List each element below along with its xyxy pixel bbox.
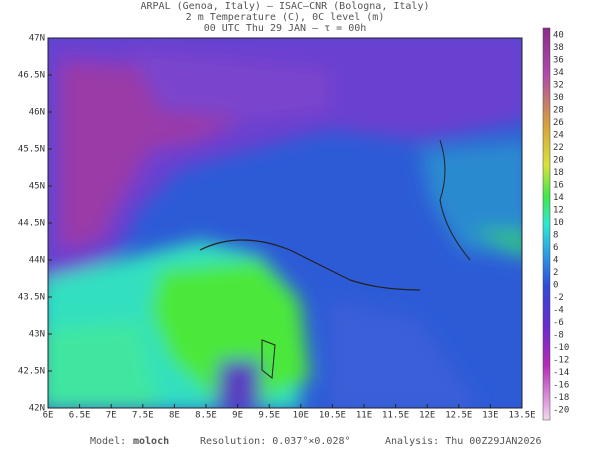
- lat-label: 43N: [29, 330, 45, 340]
- colorbar-label: -20: [553, 406, 569, 416]
- colorbar-label: 0: [553, 281, 558, 291]
- lat-label: 46.5N: [18, 71, 45, 81]
- colorbar-label: -16: [553, 381, 569, 391]
- model-name: moloch: [133, 436, 169, 447]
- colorbar-label: 40: [553, 31, 564, 41]
- colorbar: [542, 27, 551, 421]
- colorbar-label: 14: [553, 193, 564, 203]
- colorbar-label: 22: [553, 143, 564, 153]
- lon-label: 11.5E: [382, 411, 409, 421]
- lon-label: 9.5E: [258, 411, 280, 421]
- lon-label: 10.5E: [319, 411, 346, 421]
- colorbar-label: -10: [553, 343, 569, 353]
- lon-label: 9E: [232, 411, 243, 421]
- colorbar-label: -14: [553, 368, 569, 378]
- lon-label: 7.5E: [132, 411, 154, 421]
- colorbar-label: 12: [553, 206, 564, 216]
- lon-label: 8.5E: [195, 411, 217, 421]
- temperature-field: [48, 38, 522, 408]
- lat-label: 46N: [29, 108, 45, 118]
- colorbar-label: 38: [553, 43, 564, 53]
- colorbar-label: 34: [553, 68, 564, 78]
- colorbar-label: -12: [553, 356, 569, 366]
- colorbar-label: -6: [553, 318, 564, 328]
- resolution: Resolution: 0.037°×0.028°: [200, 436, 351, 447]
- lat-label: 44N: [29, 256, 45, 266]
- lon-label: 11E: [356, 411, 372, 421]
- lat-label: 47N: [29, 34, 45, 44]
- lat-label: 43.5N: [18, 293, 45, 303]
- model-label: Model:: [90, 436, 126, 447]
- footer: Model: moloch Resolution: 0.037°×0.028° Ana…: [90, 436, 542, 447]
- lat-label: 42N: [29, 404, 45, 414]
- lon-label: 13.5E: [508, 411, 535, 421]
- colorbar-label: 10: [553, 218, 564, 228]
- axis-labels: 47N 46.5N 46N 45.5N 45N 44.5N 44N 43.5N 43N 42.5N…: [18, 31, 569, 421]
- header-line: ARPAL (Genoa, Italy) – ISAC–CNR (Bologna…: [141, 1, 430, 12]
- colorbar-label: 24: [553, 131, 564, 141]
- header-line: 2 m Temperature (C), 0C level (m): [186, 12, 385, 23]
- lon-label: 8E: [169, 411, 180, 421]
- lat-label: 45.5N: [18, 145, 45, 155]
- header-line: 00 UTC Thu 29 JAN – τ = 00h: [204, 23, 367, 34]
- lon-label: 13E: [482, 411, 498, 421]
- colorbar-label: -8: [553, 331, 564, 341]
- lon-label: 7E: [106, 411, 117, 421]
- lon-label: 6.5E: [69, 411, 91, 421]
- colorbar-label: 20: [553, 156, 564, 166]
- colorbar-label: 4: [553, 256, 558, 266]
- lon-label: 6E: [43, 411, 54, 421]
- colorbar-label: 8: [553, 231, 558, 241]
- analysis: Analysis: Thu 00Z29JAN2026: [385, 436, 542, 447]
- colorbar-label: 30: [553, 93, 564, 103]
- colorbar-label: 6: [553, 243, 558, 253]
- colorbar-label: 16: [553, 181, 564, 191]
- colorbar-label: 2: [553, 268, 558, 278]
- lon-label: 12E: [419, 411, 435, 421]
- colorbar-label: 36: [553, 56, 564, 66]
- colorbar-label: 18: [553, 168, 564, 178]
- colorbar-label: -4: [553, 306, 564, 316]
- lon-label: 10E: [293, 411, 309, 421]
- colorbar-label: -18: [553, 393, 569, 403]
- colorbar-label: 32: [553, 81, 564, 91]
- colorbar-label: 26: [553, 118, 564, 128]
- colorbar-label: 28: [553, 106, 564, 116]
- colorbar-label: -2: [553, 293, 564, 303]
- lat-label: 45N: [29, 182, 45, 192]
- lat-label: 44.5N: [18, 219, 45, 229]
- header: ARPAL (Genoa, Italy) – ISAC–CNR (Bologna…: [141, 1, 430, 34]
- lon-label: 12.5E: [445, 411, 472, 421]
- lat-label: 42.5N: [18, 367, 45, 377]
